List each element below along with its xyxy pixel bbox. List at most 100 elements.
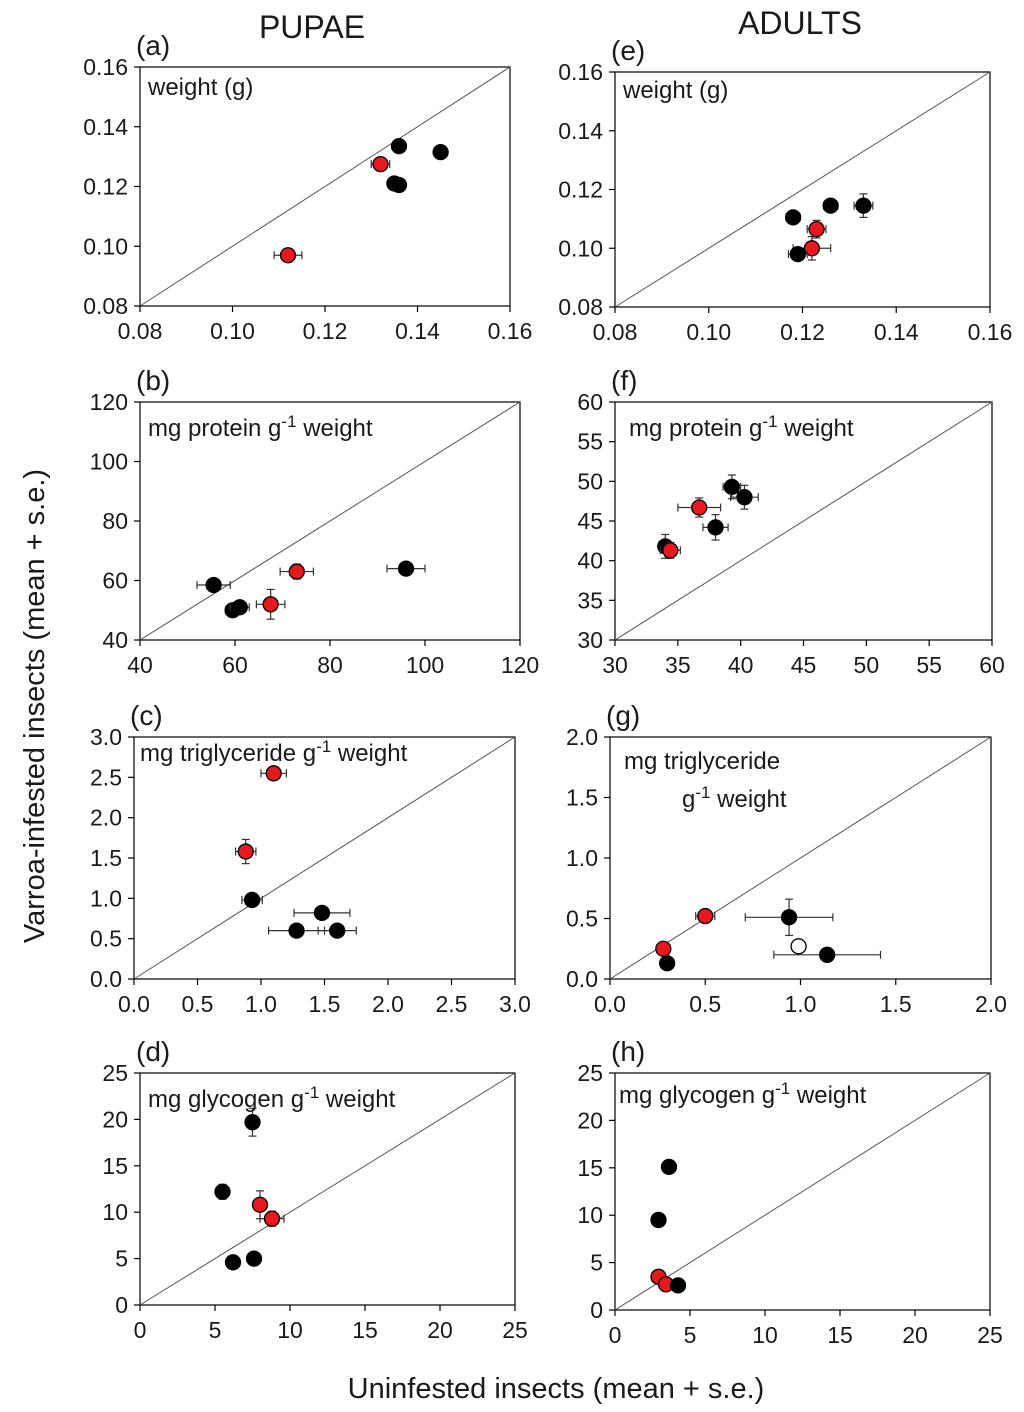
data-point [702,514,729,541]
panel-label: (b) [136,365,170,396]
data-point [293,904,351,922]
black-marker [390,176,408,194]
black-marker [245,1250,263,1267]
y-tick-label: 10 [577,1202,603,1228]
y-tick-label: 1.5 [90,845,122,871]
data-point [669,1277,687,1294]
y-tick-label: 0.5 [566,906,598,932]
x-tick-label: 100 [406,652,444,678]
data-point [244,1107,261,1137]
x-tick-label: 0.14 [395,318,440,344]
data-point [730,484,759,510]
y-tick-label: 10 [102,1199,128,1225]
black-marker [819,946,836,963]
red-marker [265,765,282,782]
y-tick-label: 0 [590,1297,603,1323]
black-marker [224,1254,242,1271]
column-title-adults: ADULTS [738,5,862,41]
x-axis-label: Uninfested insects (mean + s.e.) [348,1373,765,1405]
red-marker [803,240,821,257]
panel-e: 0.08 0.10 0.12 0.14 0.16 0.08 0.10 0.12 0.14 0.16… [558,35,1012,345]
y-tick-label: 1.0 [90,885,122,911]
panel-h: 0 5 10 15 20 25 0 5 10 15 20 25 (h) mg glycogen g-1 w… [577,1036,1002,1348]
data-point [268,922,326,939]
x-tick-label: 0 [134,1317,147,1343]
x-tick-label: 45 [791,652,817,678]
red-marker [655,940,672,957]
black-marker [329,922,346,939]
data-point [822,197,839,214]
black-marker [214,1183,231,1200]
x-tick-label: 0.10 [686,319,731,345]
red-marker [662,542,679,559]
panel-label: (e) [611,35,645,66]
x-tick-label: 40 [728,652,754,678]
black-marker [660,1158,678,1176]
panel-label: (f) [611,365,637,396]
x-tick-label: 20 [902,1322,928,1348]
panel-b: 40 60 80 100 120 40 60 80 100 120 (b) mg protein g-… [90,365,540,678]
black-marker [390,138,408,155]
y-tick-label: 20 [577,1107,603,1133]
y-tick-label: 40 [577,548,603,574]
black-marker [243,891,261,909]
x-tick-label: 1.5 [309,991,341,1017]
y-tick-label: 0.08 [83,293,128,319]
x-tick-label: 15 [352,1317,378,1343]
data-point [241,891,263,909]
y-tick-label: 0.12 [558,177,603,203]
black-marker [736,489,753,506]
black-marker [723,478,741,496]
black-marker [784,209,802,226]
black-marker [707,519,724,536]
x-tick-label: 0.5 [689,991,721,1017]
panel-label: (g) [606,700,640,731]
x-tick-label: 55 [916,652,942,678]
y-tick-label: 30 [577,627,603,653]
red-marker [279,247,297,264]
x-tick-label: 50 [854,652,880,678]
black-marker [780,909,798,926]
y-tick-label: 25 [577,1060,603,1086]
panel-label: (a) [136,30,170,61]
x-tick-label: 60 [979,652,1005,678]
y-tick-label: 40 [102,627,128,653]
y-tick-label: 0.16 [558,59,603,85]
red-marker [263,1210,281,1227]
x-tick-label: 0.0 [118,991,150,1017]
black-marker [231,599,248,616]
y-tick-label: 0.14 [83,114,128,140]
data-point [677,497,722,518]
y-tick-label: 0.08 [558,294,603,320]
black-marker [789,245,806,263]
y-tick-label: 20 [102,1106,128,1132]
y-tick-label: 60 [577,389,603,415]
y-tick-label: 5 [115,1246,128,1272]
x-tick-label: 1.0 [245,991,277,1017]
red-marker [251,1196,269,1213]
panel-title: mg triglyceride [624,748,780,775]
open-marker [790,938,807,955]
data-point [390,176,408,194]
panel-title: weight (g) [622,77,728,104]
x-tick-label: 3.0 [499,991,531,1017]
panel-title: mg glycogen g-1 weight [619,1079,867,1110]
y-axis-label: Varroa-infested insects (mean + s.e.) [19,469,51,943]
x-tick-label: 0.12 [303,318,348,344]
data-point [657,1276,675,1293]
panel-f: 30 35 40 45 50 55 60 30 35 40 45 50 55 60 (f) mg protei… [577,365,1004,678]
panel-d: 0 5 10 15 20 25 0 5 10 15 20 25 (d) mg glycogen g-1 w… [102,1036,527,1343]
red-marker [691,499,708,516]
panel-title: mg protein g-1 weight [629,412,854,443]
x-tick-label: 0.5 [182,991,214,1017]
data-point [806,219,827,239]
data-point [260,765,287,782]
y-tick-label: 1.5 [566,785,598,811]
data-point [655,940,672,957]
y-tick-label: 35 [577,587,603,613]
y-tick-label: 15 [577,1155,603,1181]
x-tick-label: 10 [277,1317,303,1343]
identity-line [614,401,993,641]
x-tick-label: 0.12 [780,319,825,345]
